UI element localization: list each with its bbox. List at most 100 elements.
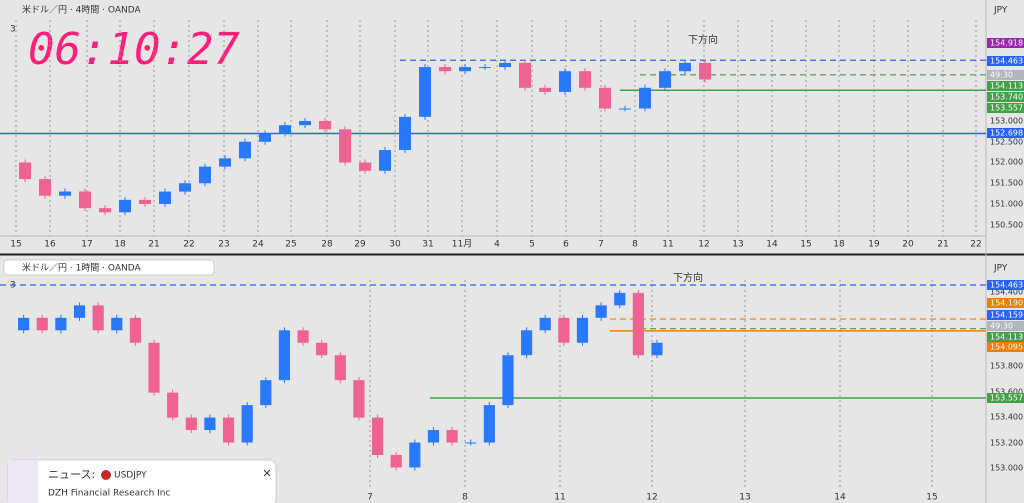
candle xyxy=(241,405,253,443)
candle xyxy=(339,129,351,163)
candle xyxy=(319,121,331,130)
candle xyxy=(521,330,533,356)
price-scale-label: 153.400 xyxy=(990,413,1023,422)
chart-layer: 15 16 17 18 21 22 23 24 25 28 29 30 31 11月 4 5 6 7 8 11 12 13… xyxy=(0,20,1024,503)
time-label: 22 xyxy=(183,240,194,250)
bottom-title-box[interactable] xyxy=(3,259,215,276)
candle xyxy=(278,330,291,381)
price-tag xyxy=(987,332,1024,342)
time-label: 30 xyxy=(389,240,401,250)
bottom-currency[interactable]: JPY xyxy=(993,264,1008,274)
price-scale-label: 151.500 xyxy=(990,179,1023,188)
candle xyxy=(479,67,491,69)
candle xyxy=(539,317,551,331)
candle xyxy=(679,62,691,72)
candle xyxy=(55,317,67,331)
candle xyxy=(614,292,626,306)
price-tag xyxy=(987,38,1024,48)
candle xyxy=(79,191,91,209)
price-tag xyxy=(987,103,1024,113)
price-tag-label: 154.113 xyxy=(990,82,1023,91)
time-label: 23 xyxy=(218,240,229,250)
price-scale-label: 153.000 xyxy=(990,117,1023,126)
candle xyxy=(619,108,631,110)
candle xyxy=(199,166,211,184)
price-scale-label: 150.500 xyxy=(990,221,1023,230)
candle xyxy=(459,67,471,72)
bottom-annotation: 下方向 xyxy=(673,271,703,284)
candle xyxy=(204,417,216,431)
price-scale-label: 154.400 xyxy=(990,288,1023,297)
candle xyxy=(595,305,607,318)
candle xyxy=(219,158,231,167)
time-label: 17 xyxy=(81,240,92,250)
candle xyxy=(279,125,291,134)
candle xyxy=(419,67,431,117)
candle xyxy=(446,430,458,443)
candle xyxy=(259,133,271,142)
candle xyxy=(179,183,191,192)
candle xyxy=(167,392,179,418)
time-label: 25 xyxy=(285,240,296,250)
news-source: DZH Financial Research Inc xyxy=(48,489,170,499)
time-label: 29 xyxy=(354,240,366,250)
candle xyxy=(59,191,71,196)
candle xyxy=(632,292,644,356)
top-annotation: 下方向 xyxy=(688,33,718,46)
candle xyxy=(427,430,440,443)
price-tag-label: 49:30 xyxy=(990,71,1013,80)
time-label: 16 xyxy=(44,240,56,250)
top-indicators: 3 xyxy=(10,25,16,35)
candle xyxy=(92,305,104,331)
candle xyxy=(699,62,711,80)
candle xyxy=(439,67,451,72)
time-label: 21 xyxy=(937,240,948,250)
price-tag xyxy=(987,56,1024,66)
time-label: 18 xyxy=(833,240,845,250)
price-tag-label: 154.095 xyxy=(990,343,1023,352)
price-tag-label: 154.113 xyxy=(990,333,1023,342)
candle xyxy=(359,162,371,171)
time-label: 11 xyxy=(554,493,565,503)
time-label: 7 xyxy=(598,240,604,250)
time-label: 13 xyxy=(739,493,750,503)
candle xyxy=(639,87,651,109)
time-label: 15 xyxy=(926,493,937,503)
time-label: 13 xyxy=(732,240,743,250)
time-label: 21 xyxy=(148,240,159,250)
price-tag-label: 154.159 xyxy=(990,311,1023,320)
candle xyxy=(576,317,589,343)
candle xyxy=(119,199,131,213)
candle xyxy=(559,71,571,92)
price-tag-label: 154.918 xyxy=(990,39,1023,48)
time-label: 8 xyxy=(462,493,468,503)
candle xyxy=(399,116,411,151)
candle xyxy=(159,191,171,204)
candle xyxy=(239,141,251,159)
candle xyxy=(390,454,402,468)
time-label: 19 xyxy=(868,240,880,250)
news-label: ニュース: xyxy=(48,468,95,481)
time-label: 28 xyxy=(321,240,333,250)
time-label: 18 xyxy=(114,240,126,250)
time-label: 8 xyxy=(632,240,638,250)
candle xyxy=(519,62,531,88)
flag xyxy=(101,470,111,480)
price-tag-label: 154.463 xyxy=(990,57,1023,66)
time-label: 14 xyxy=(766,240,778,250)
news-symbol: USDJPY xyxy=(114,471,147,481)
candle xyxy=(334,355,346,381)
price-scale-label: 151.000 xyxy=(990,200,1023,209)
top-currency[interactable]: JPY xyxy=(993,6,1008,16)
time-label: 12 xyxy=(698,240,709,250)
time-label: 11月 xyxy=(452,239,472,250)
candle xyxy=(222,417,235,443)
close-icon[interactable] xyxy=(263,469,271,477)
price-tag xyxy=(987,92,1024,102)
price-tag xyxy=(987,70,1024,80)
price-tag-label: 153.740 xyxy=(990,93,1023,102)
candle xyxy=(99,208,111,213)
candle xyxy=(599,87,611,109)
time-label: 20 xyxy=(902,240,914,250)
candle xyxy=(139,199,151,204)
